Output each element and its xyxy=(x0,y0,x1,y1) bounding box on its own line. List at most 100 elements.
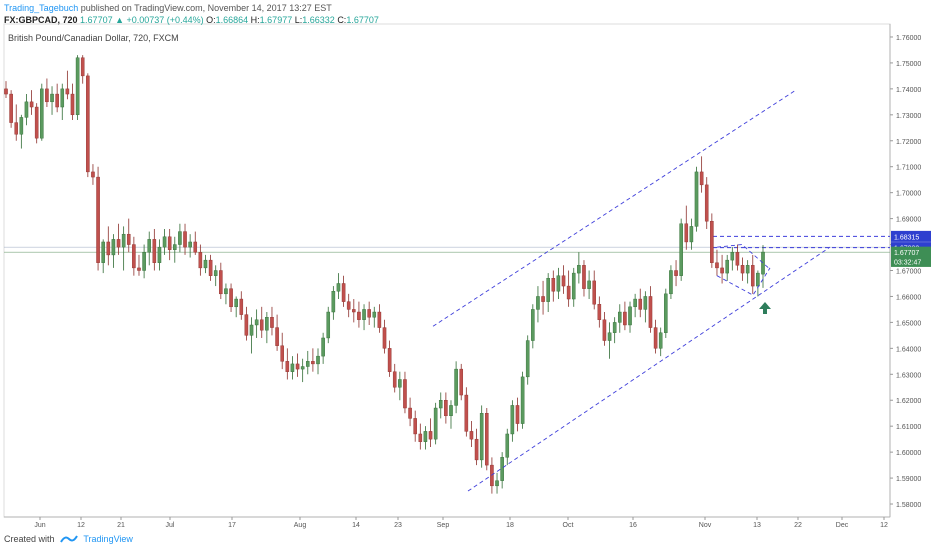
candle-body xyxy=(495,480,499,487)
candle-body xyxy=(392,371,397,388)
candle-body xyxy=(367,309,371,318)
candle-body xyxy=(259,319,264,331)
candle-body xyxy=(577,265,581,274)
time-tick-label: 22 xyxy=(794,522,802,529)
price-tick-label: 1.74000 xyxy=(896,87,921,94)
candle-body xyxy=(674,270,678,276)
candle-body xyxy=(750,265,755,287)
price-tick-label: 1.67000 xyxy=(896,269,921,276)
price-tick-label: 1.58000 xyxy=(896,502,921,509)
candle-body xyxy=(91,171,95,178)
footer: Created with TradingView xyxy=(4,534,133,544)
time-tick-label: Jun xyxy=(34,522,45,529)
candle-body xyxy=(14,122,19,135)
candle-body xyxy=(60,88,65,108)
price-tick-label: 1.63000 xyxy=(896,372,921,379)
candle-body xyxy=(745,265,750,274)
candle-body xyxy=(684,223,689,243)
candle-body xyxy=(305,361,310,367)
time-tick-label: 14 xyxy=(352,522,360,529)
candle-body xyxy=(142,252,146,271)
price-change: ▲ +0.00737 (+0.44%) xyxy=(115,15,204,25)
time-tick-label: Sep xyxy=(437,522,450,529)
candle-body xyxy=(352,309,356,313)
candle-body xyxy=(500,457,504,481)
symbol-label[interactable]: FX:GBPCAD, 720 xyxy=(4,15,78,25)
candle-body xyxy=(490,464,494,487)
candle-body xyxy=(710,220,714,263)
candle-body xyxy=(239,298,244,315)
candle-body xyxy=(438,400,443,409)
candle-body xyxy=(157,246,162,263)
candle-body xyxy=(689,226,694,243)
candle-body xyxy=(331,291,336,313)
candle-body xyxy=(116,239,121,248)
price-tick-label: 1.60000 xyxy=(896,450,921,457)
price-marker-label: 03:32:47 xyxy=(894,259,921,266)
candle-body xyxy=(449,405,453,417)
candle-body xyxy=(638,298,643,310)
brand-link[interactable]: TradingView xyxy=(83,534,133,544)
price-tick-label: 1.62000 xyxy=(896,398,921,405)
time-tick-label: 12 xyxy=(880,522,888,529)
candle-body xyxy=(275,327,279,346)
time-tick-label: 21 xyxy=(117,522,125,529)
candle-body xyxy=(173,244,177,250)
ohlc-legend: FX:GBPCAD, 720 1.67707 ▲ +0.00737 (+0.44… xyxy=(4,15,379,25)
candle-body xyxy=(551,278,556,292)
candle-body xyxy=(546,278,550,302)
candle-body xyxy=(188,241,192,248)
candle-body xyxy=(137,267,141,271)
candle-body xyxy=(444,400,448,417)
candle-body xyxy=(433,407,438,440)
candle-body xyxy=(19,117,24,135)
candle-body xyxy=(55,93,59,108)
candle-body xyxy=(229,288,233,308)
price-marker-box xyxy=(891,246,931,258)
candle-body xyxy=(80,57,85,77)
candle-body xyxy=(485,413,489,466)
close-value: 1.67707 xyxy=(346,15,379,25)
candle-body xyxy=(336,283,341,292)
open-label: O: xyxy=(206,15,216,25)
candle-body xyxy=(126,233,131,245)
candle-body xyxy=(633,298,637,308)
price-tick-label: 1.65000 xyxy=(896,320,921,327)
price-tick-label: 1.66000 xyxy=(896,294,921,301)
high-label: H: xyxy=(250,15,260,25)
time-tick-label: Nov xyxy=(699,522,712,529)
candle-body xyxy=(403,379,407,409)
candle-body xyxy=(132,244,136,269)
candle-body xyxy=(628,306,632,326)
candle-body xyxy=(65,88,70,95)
candle-body xyxy=(178,231,182,245)
candle-body xyxy=(152,239,157,263)
tradingview-logo-icon xyxy=(60,535,78,543)
candle-body xyxy=(592,280,596,305)
candle-body xyxy=(556,275,561,292)
candle-body xyxy=(285,361,290,372)
candle-body xyxy=(643,296,648,310)
candle-body xyxy=(311,361,315,365)
price-tick-label: 1.70000 xyxy=(896,191,921,198)
author-link[interactable]: Trading_Tagebuch xyxy=(4,3,79,13)
candle-body xyxy=(101,241,105,263)
time-tick-label: 12 xyxy=(77,522,85,529)
candle-body xyxy=(459,368,464,396)
candle-body xyxy=(664,293,668,333)
candle-body xyxy=(469,431,474,440)
candle-body xyxy=(587,280,591,289)
candle-body xyxy=(597,304,602,320)
candle-body xyxy=(121,233,126,248)
time-tick-label: 13 xyxy=(753,522,761,529)
candle-body xyxy=(86,75,90,173)
price-tick-label: 1.59000 xyxy=(896,476,921,483)
candle-body xyxy=(321,337,325,357)
time-tick-label: 17 xyxy=(228,522,236,529)
candle-body xyxy=(679,223,683,276)
candle-body xyxy=(510,405,515,435)
candle-body xyxy=(423,431,428,442)
candle-body xyxy=(730,252,735,261)
candle-body xyxy=(561,275,566,287)
